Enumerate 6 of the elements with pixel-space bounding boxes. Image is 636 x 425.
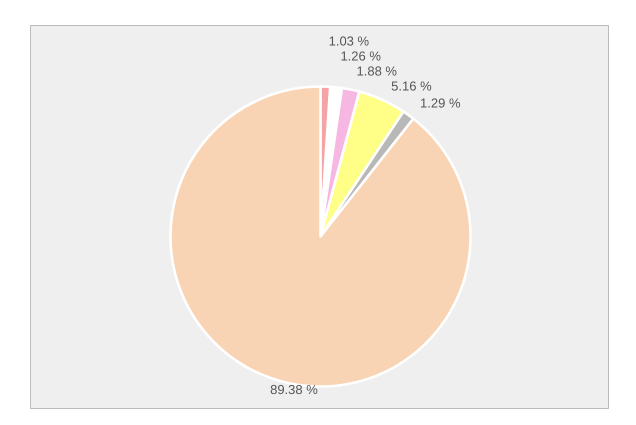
data-label: 89.38 %	[270, 382, 318, 398]
data-label: 1.03 %	[328, 34, 370, 49]
data-label: 1.29 %	[420, 95, 461, 110]
data-label: 5.16 %	[391, 78, 432, 94]
data-label: 1.88 %	[356, 64, 398, 79]
data-label: 1.26 %	[340, 48, 382, 64]
